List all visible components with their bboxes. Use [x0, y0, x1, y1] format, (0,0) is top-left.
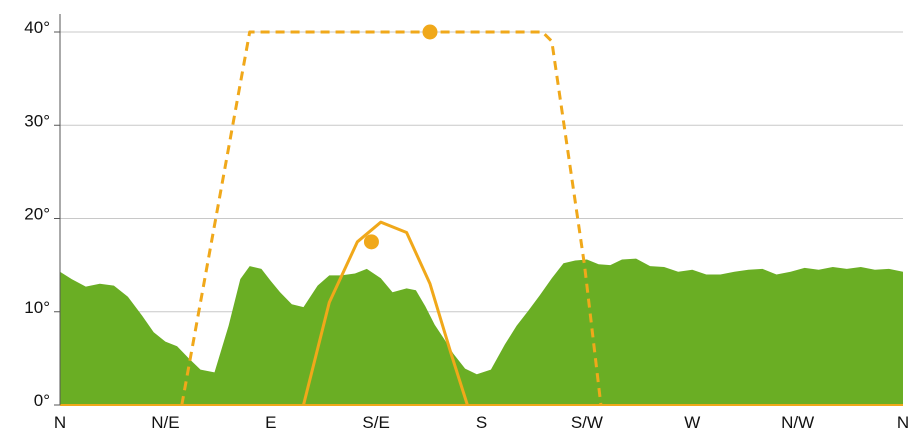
sun-paths [180, 24, 603, 406]
x-tick-label: S [476, 413, 487, 432]
grid-lines [60, 31, 903, 313]
sun-position-marker [363, 234, 379, 250]
x-axis-tick-labels: N N/E E S/E S S/W W N/W N [54, 413, 909, 432]
y-tick-label: 20° [24, 205, 50, 224]
x-tick-label: S/W [571, 413, 603, 432]
x-tick-label: N/E [151, 413, 179, 432]
y-axis-tick-labels: 0° 10° 20° 30° 40° [24, 18, 50, 410]
terrain-horizon-area [60, 258, 903, 405]
y-tick-label: 10° [24, 298, 50, 317]
x-tick-label: N [54, 413, 66, 432]
x-tick-label: N/W [781, 413, 814, 432]
x-tick-label: W [684, 413, 700, 432]
y-tick-label: 30° [24, 111, 50, 130]
winter-sun-path [302, 220, 469, 406]
summer-sun-path-dashed [180, 30, 603, 406]
terrain-area [60, 258, 903, 405]
x-tick-label: N [897, 413, 909, 432]
y-tick-label: 40° [24, 18, 50, 37]
x-tick-label: S/E [362, 413, 389, 432]
y-tick-label: 0° [34, 391, 50, 410]
x-tick-label: E [265, 413, 276, 432]
axes [54, 14, 903, 406]
sun-position-marker [422, 24, 438, 40]
